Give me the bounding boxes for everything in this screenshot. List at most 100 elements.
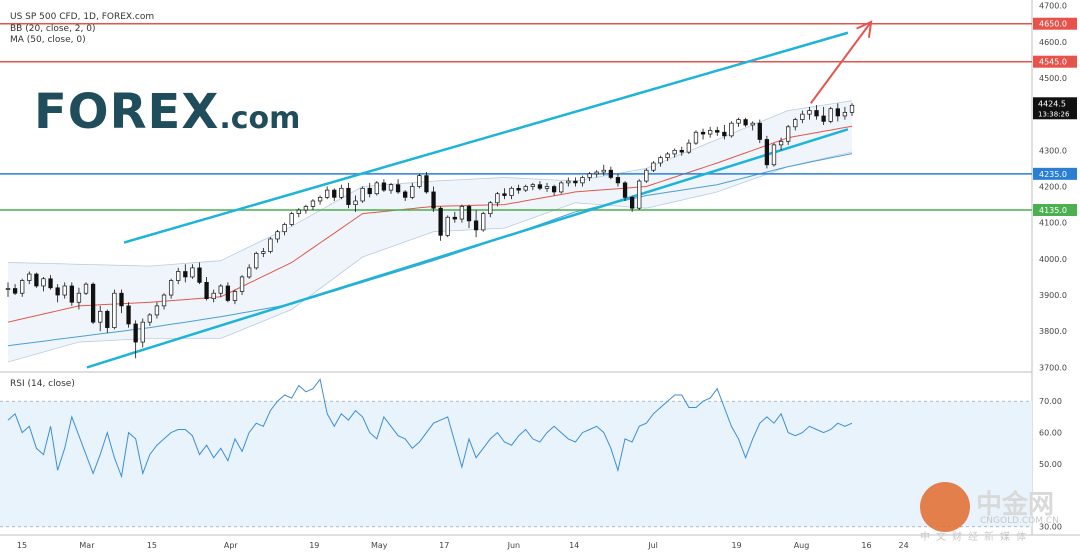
time-tick-label: Mar (79, 541, 95, 550)
candle-body (239, 276, 245, 292)
price-tick-label: 4600.0 (1039, 38, 1067, 47)
candle-body (708, 130, 713, 135)
candle-body (154, 305, 160, 316)
candle-body (615, 177, 621, 184)
time-tick-label: May (371, 541, 388, 550)
time-tick-label: 19 (309, 541, 319, 550)
candle-body (559, 182, 564, 193)
candle-body (395, 184, 401, 193)
time-tick-label: 15 (147, 541, 157, 550)
bollinger-middle-line (7, 125, 853, 323)
ma-indicator-label: MA (50, close, 0) (10, 35, 86, 45)
candle-body (700, 131, 706, 135)
candle-body (12, 288, 18, 294)
bb-indicator-label: BB (20, close, 2, 0) (10, 24, 96, 34)
candle-body (317, 197, 323, 202)
candle-body (176, 271, 181, 281)
time-tick-label: 16 (861, 541, 871, 550)
candle-body (729, 122, 734, 137)
candle-body (261, 251, 266, 254)
candle-body (168, 280, 174, 296)
candle-body (289, 213, 294, 225)
time-tick-label: Jun (507, 541, 521, 550)
candle-body (254, 253, 259, 269)
candle-body (693, 131, 699, 144)
price-tick-label: 4500.0 (1039, 74, 1067, 83)
candle-body (211, 292, 216, 299)
candle-body (126, 305, 131, 325)
rsi-indicator-label: RSI (14, close) (10, 379, 75, 389)
candle-body (488, 202, 493, 214)
candle-body (246, 267, 252, 278)
candle-body (388, 184, 394, 191)
candle-body (807, 110, 812, 115)
candle-body (268, 238, 273, 252)
rsi-line (7, 378, 853, 479)
ma50-line (7, 153, 853, 347)
candle-body (778, 140, 784, 146)
candle-body (445, 216, 450, 236)
candle-body (715, 130, 720, 133)
candle-body (410, 186, 415, 198)
candle-body (573, 180, 578, 184)
candle-body (821, 115, 826, 122)
candle-body (381, 182, 387, 191)
candle-body (360, 187, 365, 202)
candle-body (544, 186, 550, 189)
candle-body (679, 149, 684, 153)
candle-body (842, 111, 848, 117)
last-price-label: 4424.5 (1038, 99, 1066, 108)
candle-body (665, 153, 670, 158)
candle-body (69, 285, 74, 303)
candle-body (466, 206, 472, 222)
time-tick-label: Jul (647, 541, 658, 550)
candle-body (502, 193, 507, 196)
candle-body (814, 110, 819, 117)
candle-body (403, 191, 408, 198)
price-tag-label: 4135.0 (1039, 206, 1067, 215)
candle-body (147, 314, 152, 323)
price-tag (1033, 55, 1077, 68)
candle-body (353, 200, 358, 205)
time-tick-label: Apr (224, 541, 239, 550)
price-tick-label: 3900.0 (1039, 291, 1067, 300)
candle-body (750, 122, 755, 126)
candle-body (332, 189, 337, 198)
candle-body (644, 169, 649, 182)
candle-body (601, 169, 606, 173)
candle-body (140, 321, 145, 343)
candle-body (55, 287, 60, 296)
candle-body (530, 184, 535, 187)
candle-body (523, 186, 528, 191)
time-tick-label: 24 (899, 541, 909, 550)
candle-body (339, 187, 344, 198)
candle-body (27, 273, 32, 281)
watermark-site: CNGOLD.COM.CN (980, 516, 1059, 526)
candle-body (566, 180, 571, 184)
candle-body (90, 283, 96, 323)
channel-upper-line (123, 31, 849, 244)
candle-body (183, 271, 188, 278)
candle-body (637, 180, 642, 209)
candle-body (651, 162, 656, 171)
candle-body (119, 292, 124, 307)
candle-body (218, 285, 223, 294)
price-tag-label: 4545.0 (1039, 58, 1067, 67)
candle-body (736, 119, 741, 124)
bollinger-lower-line (7, 151, 853, 363)
candle-body (417, 175, 422, 187)
rsi-tick-label: 50.00 (1039, 460, 1062, 469)
candle-body (367, 187, 372, 195)
target-arrow (809, 21, 872, 104)
candle-body (431, 191, 436, 209)
candle-body (438, 207, 443, 236)
candle-body (800, 113, 805, 120)
candle-body (303, 206, 309, 211)
candle-body (346, 187, 351, 205)
candle-body (722, 131, 727, 137)
candle-body (34, 273, 39, 287)
rsi-tick-label: 70.00 (1039, 397, 1062, 406)
bollinger-upper-line (7, 100, 853, 267)
candle-body (771, 144, 777, 166)
